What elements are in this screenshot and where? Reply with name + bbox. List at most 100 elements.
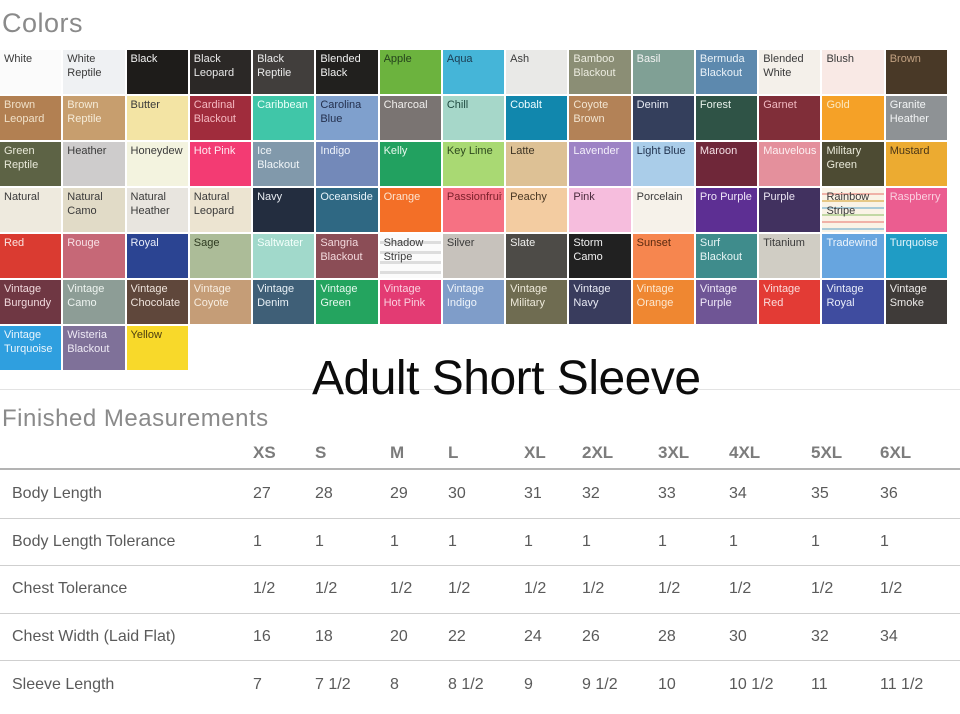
color-swatch-label: Vintage Indigo: [446, 283, 484, 309]
color-swatch-vintage-hot-pink: Vintage Hot Pink: [379, 280, 441, 324]
color-swatch-pro-purple: Pro Purple: [695, 188, 758, 232]
color-swatch-rainbow-stripe: Rainbow Stripe: [822, 188, 884, 232]
measurement-value: 29: [390, 484, 408, 502]
color-swatch-label: Turquoise: [889, 237, 939, 249]
color-swatch-label: White: [4, 53, 33, 65]
color-swatch-label: Honeydew: [130, 145, 183, 157]
size-column-header-xs: XS: [253, 443, 276, 462]
color-swatch-label: Vintage Turquoise: [4, 329, 53, 355]
measurement-row-body-length: Body Length 27 28 29 30 31 32 33 34 35 36: [0, 470, 960, 518]
color-swatch-label: Bermuda Blackout: [699, 53, 745, 79]
measurement-value: 9 1/2: [582, 675, 618, 693]
measurement-value: 1: [880, 532, 889, 550]
measurement-value: 35: [811, 484, 829, 502]
color-swatch-label: Passionfruit: [446, 191, 503, 203]
color-swatch-ice-blackout: Ice Blackout: [253, 142, 315, 186]
measurements-header-row: XS S M L XL 2XL 3XL 4XL 5XL 6XL: [0, 438, 960, 470]
color-swatch-label: Hot Pink: [193, 145, 236, 157]
measurement-value: 1: [448, 532, 457, 550]
size-column-header-s: S: [315, 443, 327, 462]
color-swatch-label: Blended White: [763, 53, 804, 79]
color-swatch-label: Heather: [67, 145, 107, 157]
color-swatch-label: Apple: [383, 53, 412, 65]
color-swatch-wisteria-blackout: Wisteria Blackout: [63, 326, 125, 370]
color-swatch-label: Light Blue: [636, 145, 686, 157]
measurement-value: 16: [253, 628, 271, 646]
measurement-value: 34: [880, 628, 898, 646]
color-swatch-ash: Ash: [506, 50, 568, 94]
measurement-value: 1/2: [448, 580, 471, 598]
color-swatch-white-reptile: White Reptile: [63, 50, 125, 94]
color-swatch-carolina-blue: Carolina Blue: [316, 96, 378, 140]
size-column-header-2xl: 2XL: [582, 443, 614, 462]
measurement-value: 22: [448, 628, 466, 646]
size-column-header-6xl: 6XL: [880, 443, 912, 462]
color-swatch-charcoal: Charcoal: [379, 96, 441, 140]
color-swatch-purple: Purple: [759, 188, 821, 232]
color-swatch-label: Black Leopard: [193, 53, 235, 79]
color-swatch-label: Shadow Stripe: [383, 237, 424, 263]
color-swatch-label: Saltwater: [257, 237, 303, 249]
color-swatch-silver: Silver: [442, 234, 505, 278]
color-swatch-label: Vintage Denim: [257, 283, 295, 309]
color-swatch-label: Vintage Navy: [573, 283, 611, 309]
color-swatch-label: Vintage Red: [763, 283, 801, 309]
color-swatch-label: Military Green: [826, 145, 862, 171]
color-swatch-chill: Chill: [442, 96, 505, 140]
size-column-header-m: M: [390, 443, 405, 462]
color-swatch-maroon: Maroon: [695, 142, 758, 186]
measurements-body: Body Length 27 28 29 30 31 32 33 34 35 36 Body Leng…: [0, 470, 960, 708]
color-swatch-vintage-orange: Vintage Orange: [632, 280, 694, 324]
measurement-value: 28: [315, 484, 333, 502]
color-swatch-label: Ice Blackout: [257, 145, 300, 171]
color-swatch-label: Rainbow Stripe: [826, 191, 870, 217]
color-swatch-label: Porcelain: [636, 191, 683, 203]
section-divider: [0, 389, 960, 390]
color-swatch-label: Forest: [699, 99, 732, 111]
color-swatch-green-reptile: Green Reptile: [0, 142, 62, 186]
color-swatch-black-leopard: Black Leopard: [189, 50, 252, 94]
color-swatch-label: Chill: [446, 99, 469, 111]
color-swatch-label: Basil: [636, 53, 661, 65]
color-swatch-label: Ash: [510, 53, 530, 65]
color-swatch-forest: Forest: [695, 96, 758, 140]
color-swatch-caribbean: Caribbean: [253, 96, 315, 140]
color-swatch-cardinal-blackout: Cardinal Blackout: [189, 96, 252, 140]
color-swatch-label: Sunset: [636, 237, 671, 249]
measurement-value: 1/2: [315, 580, 338, 598]
color-swatch-label: Oceanside: [320, 191, 373, 203]
color-swatch-label: Royal: [130, 237, 159, 249]
color-swatch-label: Natural Leopard: [193, 191, 235, 217]
color-swatch-vintage-turquoise: Vintage Turquoise: [0, 326, 62, 370]
measurement-value: 10 1/2: [729, 675, 774, 693]
color-swatch-bermuda-blackout: Bermuda Blackout: [695, 50, 758, 94]
color-swatch-blended-black: Blended Black: [316, 50, 378, 94]
color-swatch-aqua: Aqua: [442, 50, 505, 94]
measurement-value: 1: [811, 532, 820, 550]
color-swatch-label: Caribbean: [257, 99, 308, 111]
color-swatch-natural-camo: Natural Camo: [63, 188, 125, 232]
color-swatch-hot-pink: Hot Pink: [189, 142, 252, 186]
color-swatch-label: Charcoal: [383, 99, 428, 111]
color-swatch-label: Bamboo Blackout: [573, 53, 616, 79]
color-swatch-label: Slate: [510, 237, 536, 249]
color-swatch-blended-white: Blended White: [759, 50, 821, 94]
color-swatch-mauvelous: Mauvelous: [759, 142, 821, 186]
color-swatch-orange: Orange: [379, 188, 441, 232]
color-swatch-black: Black: [126, 50, 188, 94]
measurement-row-label: Body Length Tolerance: [12, 532, 176, 550]
color-swatch-vintage-red: Vintage Red: [759, 280, 821, 324]
measurement-row-chest-width-laid-flat-: Chest Width (Laid Flat) 16 18 20 22 24 26 28 30 3…: [0, 612, 960, 661]
color-swatch-vintage-navy: Vintage Navy: [569, 280, 631, 324]
color-swatch-military-green: Military Green: [822, 142, 884, 186]
measurement-value: 26: [582, 628, 600, 646]
color-swatch-slate: Slate: [506, 234, 568, 278]
color-swatch-label: Denim: [636, 99, 669, 111]
size-column-header-l: L: [448, 443, 459, 462]
measurement-row-label: Chest Tolerance: [12, 580, 128, 598]
color-swatch-label: Vintage Hot Pink: [383, 283, 426, 309]
color-swatch-white: White: [0, 50, 62, 94]
color-swatch-label: Aqua: [446, 53, 473, 65]
color-swatch-label: Tradewind: [826, 237, 878, 249]
